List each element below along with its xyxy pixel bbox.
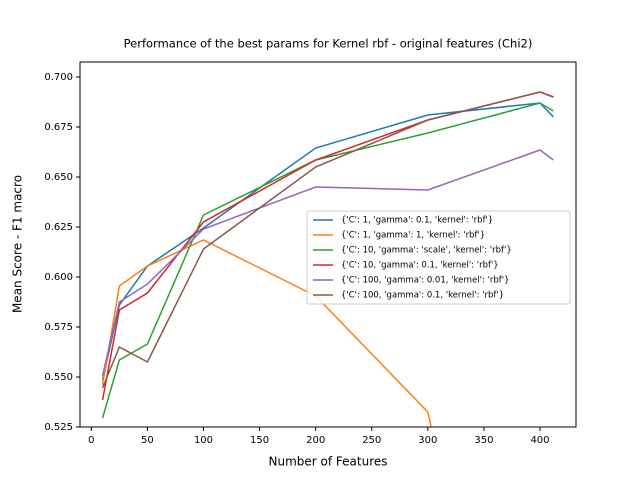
y-tick-label: 0.600 [44,272,73,283]
x-tick-label: 50 [141,435,154,446]
y-tick-label: 0.575 [44,322,73,333]
legend-label: {'C': 100, 'gamma': 0.1, 'kernel': 'rbf'… [341,291,504,301]
y-tick-label: 0.550 [44,372,73,383]
x-tick-label: 100 [194,435,213,446]
x-tick-label: 250 [362,435,381,446]
y-tick-label: 0.675 [44,122,73,133]
legend-label: {'C': 1, 'gamma': 1, 'kernel': 'rbf'} [341,231,485,241]
x-tick-label: 400 [530,435,549,446]
series-line [101,102,554,419]
legend-label: {'C': 100, 'gamma': 0.01, 'kernel': 'rbf… [341,276,510,286]
x-axis-label: Number of Features [269,455,388,469]
legend-label: {'C': 10, 'gamma': 'scale', 'kernel': 'r… [341,246,512,256]
x-tick-label: 300 [418,435,437,446]
legend-label: {'C': 10, 'gamma': 0.1, 'kernel': 'rbf'} [341,261,499,271]
y-tick-label: 0.650 [44,172,73,183]
y-tick-label: 0.525 [44,422,73,433]
y-tick-label: 0.625 [44,222,73,233]
y-tick-label: 0.700 [44,72,73,83]
legend-label: {'C': 1, 'gamma': 0.1, 'kernel': 'rbf'} [341,216,493,226]
x-tick-label: 0 [88,435,94,446]
y-axis-label: Mean Score - F1 macro [11,175,25,313]
legend-box [306,210,571,305]
chart-title: Performance of the best params for Kerne… [124,37,533,51]
x-tick-label: 150 [250,435,269,446]
x-tick-label: 200 [306,435,325,446]
plot-lines [101,91,554,427]
axes-frame [79,61,577,428]
series-line [101,239,432,427]
x-tick-label: 350 [474,435,493,446]
series-line [101,91,554,389]
